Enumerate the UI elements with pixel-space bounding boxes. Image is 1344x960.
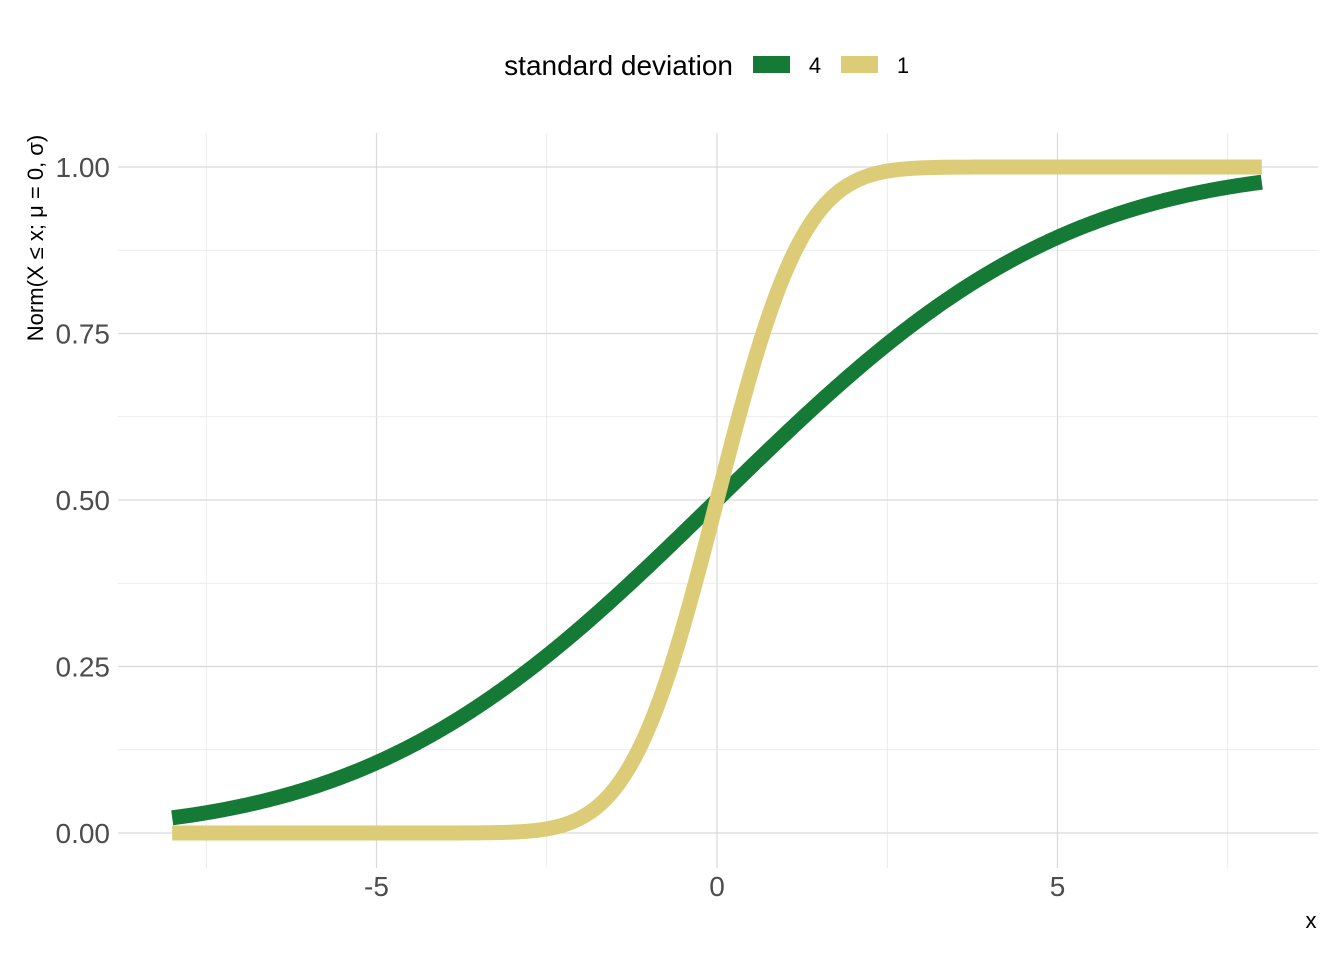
y-tick-label: 0.25 — [56, 652, 111, 683]
y-axis-title: Norm(X ≤ x; μ = 0, σ) — [23, 135, 48, 341]
x-axis-title: x — [1306, 908, 1317, 933]
y-axis: 0.00 0.25 0.50 0.75 1.00 — [56, 152, 111, 849]
x-axis: -5 0 5 — [364, 871, 1065, 902]
legend-item-sd-4: 4 — [753, 53, 821, 78]
legend-title: standard deviation — [504, 50, 733, 81]
x-tick-label: 0 — [709, 871, 725, 902]
y-tick-label: 1.00 — [56, 152, 111, 183]
legend-key — [841, 56, 878, 73]
y-tick-label: 0.50 — [56, 485, 111, 516]
legend-key — [753, 56, 790, 73]
y-tick-label: 0.00 — [56, 818, 111, 849]
x-tick-label: 5 — [1050, 871, 1066, 902]
x-tick-label: -5 — [364, 871, 389, 902]
series-lines — [167, 159, 1267, 841]
legend-item-sd-1: 1 — [841, 53, 909, 78]
legend-label: 4 — [809, 53, 821, 78]
legend-label: 1 — [897, 53, 909, 78]
series-line-sd-1 — [167, 159, 1267, 841]
y-tick-label: 0.75 — [56, 319, 111, 350]
legend: standard deviation 4 1 — [504, 50, 909, 81]
